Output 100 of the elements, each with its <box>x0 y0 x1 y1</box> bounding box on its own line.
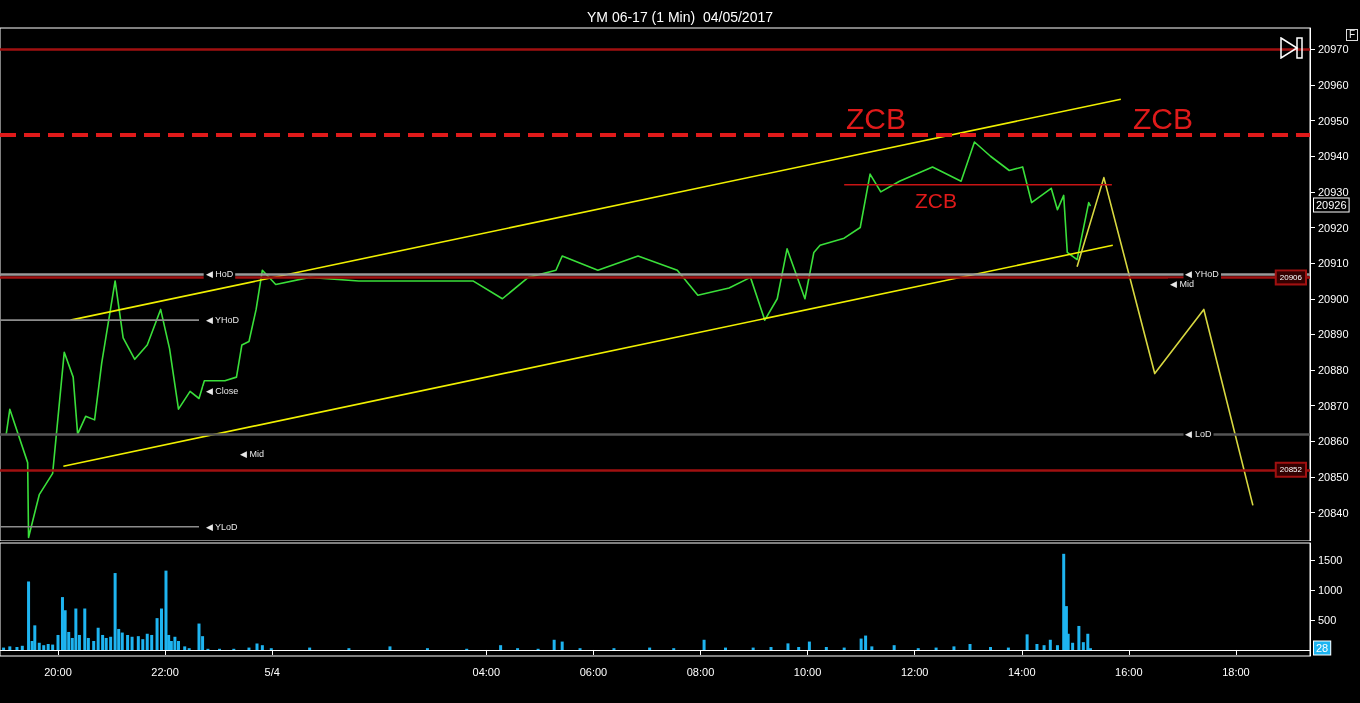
x-tick-label: 10:00 <box>793 665 822 678</box>
bar <box>388 646 392 650</box>
bar <box>859 638 863 650</box>
bar <box>126 634 130 650</box>
bar <box>46 643 50 650</box>
bar <box>20 645 24 650</box>
bar <box>1042 645 1046 650</box>
y-tick-label: 20950 <box>1318 114 1349 127</box>
x-tick-label: 20:00 <box>44 665 72 678</box>
chart-title: YM 06-17 (1 Min) 04/05/2017 <box>587 9 774 25</box>
bar <box>864 635 868 650</box>
bar <box>1055 645 1059 650</box>
bar <box>183 646 187 650</box>
bar <box>164 570 168 650</box>
bar <box>702 639 706 650</box>
bar <box>870 646 874 650</box>
y-tick-label: 20930 <box>1318 185 1349 198</box>
x-tick-label: 18:00 <box>1222 665 1250 678</box>
ref-line-label: 20906 <box>1279 272 1303 282</box>
y-tick-label: 20850 <box>1318 470 1349 483</box>
bar <box>560 641 564 650</box>
x-tick-label: 04:00 <box>472 665 501 678</box>
bar <box>786 643 790 650</box>
bar <box>141 639 145 650</box>
bar <box>255 643 259 650</box>
bar <box>499 645 503 650</box>
bar <box>1062 553 1066 650</box>
bar <box>968 643 972 650</box>
bar <box>150 634 154 650</box>
bar <box>1077 625 1081 650</box>
bar <box>892 645 896 650</box>
bar <box>769 646 773 650</box>
y-tick-label: 20960 <box>1318 79 1349 91</box>
y-tick-label: 500 <box>1318 613 1337 626</box>
bar <box>113 573 117 650</box>
x-tick-label: 08:00 <box>686 665 715 678</box>
bar <box>145 633 149 650</box>
bar <box>952 646 956 650</box>
bar <box>797 646 801 650</box>
y-tick-label: 20880 <box>1318 364 1349 376</box>
y-tick-label: 1000 <box>1318 583 1343 596</box>
annotation: ◀ LoD <box>1185 429 1213 440</box>
y-tick-label: 20970 <box>1318 43 1349 56</box>
annotation: ◀ YLoD <box>205 521 239 532</box>
x-tick-label: 16:00 <box>1115 665 1143 678</box>
text: F <box>1345 29 1358 41</box>
x-tick-label: 06:00 <box>579 665 608 678</box>
bar <box>15 646 19 650</box>
bar <box>96 627 100 650</box>
text: 28 <box>1316 642 1329 654</box>
x-tick-label: 5/4 <box>264 665 280 678</box>
bar <box>60 597 64 650</box>
annotation: ZCB <box>846 101 906 135</box>
line-series <box>5 141 1092 539</box>
ref-line-label: 20852 <box>1279 465 1303 475</box>
y-tick-label: 20910 <box>1318 257 1349 270</box>
bar <box>260 645 264 650</box>
y-tick-label: 20860 <box>1318 435 1349 448</box>
x-tick-label: 14:00 <box>1008 665 1036 678</box>
x-tick-label: 12:00 <box>900 665 929 678</box>
annotation: ZCB <box>915 188 957 212</box>
bar <box>173 636 177 650</box>
bar <box>197 623 201 650</box>
bar <box>8 646 12 650</box>
bar <box>1048 639 1052 650</box>
annotation: ◀ Close <box>205 386 239 397</box>
bar <box>120 632 124 650</box>
bar <box>109 636 113 650</box>
bar <box>83 608 87 650</box>
bar <box>552 639 556 650</box>
line-series <box>1076 176 1254 507</box>
bar <box>1025 634 1029 650</box>
bar <box>27 581 31 650</box>
bar <box>37 642 41 650</box>
y-tick-label: 20940 <box>1318 150 1349 163</box>
bar <box>33 625 37 650</box>
bar <box>74 608 78 650</box>
bar <box>989 646 993 650</box>
bar <box>51 644 55 650</box>
annotation: ◀ Mid <box>1170 279 1195 289</box>
bar <box>130 636 134 650</box>
annotation: ◀ Mid <box>240 449 265 459</box>
bar <box>136 636 140 650</box>
y-tick-label: 1500 <box>1318 553 1343 566</box>
y-tick-label: 20920 <box>1318 221 1349 234</box>
y-tick-label: 20890 <box>1318 328 1349 341</box>
annotation: ◀ HoD <box>205 268 234 279</box>
bar <box>92 640 96 650</box>
y-tick-label: 20900 <box>1318 292 1349 305</box>
annotation: ZCB <box>1133 101 1193 135</box>
y-tick-label: 20870 <box>1318 399 1349 412</box>
bar <box>42 645 46 650</box>
bar <box>807 641 811 650</box>
y-tick-label: 20840 <box>1318 506 1349 519</box>
bar <box>1035 643 1039 650</box>
bar <box>176 640 180 650</box>
text: 20926 <box>1316 199 1347 211</box>
annotation: ◀ YHoD <box>1185 268 1220 279</box>
x-tick-label: 22:00 <box>151 665 179 678</box>
bar <box>824 646 828 650</box>
